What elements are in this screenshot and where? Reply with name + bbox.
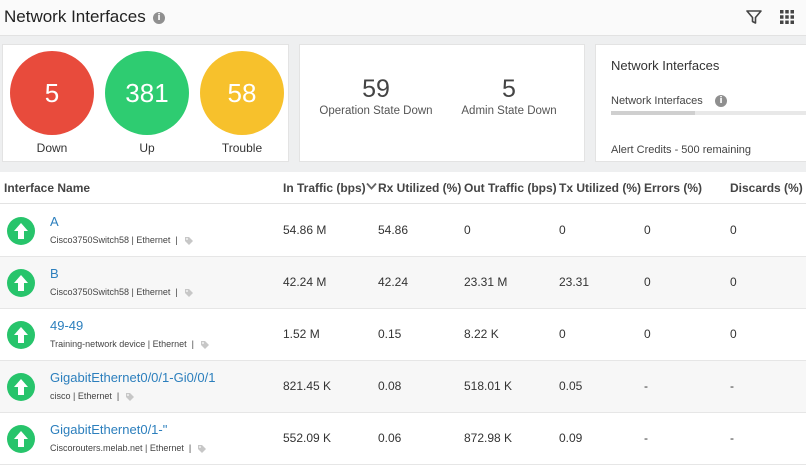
interface-meta: Training-network device | Ethernet | [50,339,210,350]
interface-name-link[interactable]: 49-49 [50,318,84,333]
tx-utilized-cell: 0 [559,223,566,237]
errors-cell: 0 [644,275,651,289]
tag-icon[interactable] [184,288,194,298]
out-traffic-cell: 23.31 M [464,275,508,289]
out-traffic-cell: 8.22 K [464,327,499,341]
tx-utilized-cell: 0 [559,327,566,341]
in-traffic-cell: 821.45 K [283,379,332,393]
column-discards[interactable]: Discards (%) [730,181,803,195]
table-header: Interface Name In Traffic (bps) Rx Utili… [0,172,806,204]
credits-subtitle: Network Interfaces [611,95,703,107]
column-tx-utilized[interactable]: Tx Utilized (%) [559,181,642,195]
discards-cell: 0 [730,275,737,289]
device-name: Cisco3750Switch58 [50,235,130,245]
operation-state-down-count[interactable]: 59 [362,75,390,103]
discards-cell: 0 [730,327,737,341]
status-down-label: Down [36,141,68,155]
errors-cell: 0 [644,223,651,237]
interface-type: Ethernet [77,391,112,401]
in-traffic-cell: 552.09 K [283,431,332,445]
in-traffic-cell: 1.52 M [283,327,320,341]
grid-icon[interactable] [779,9,795,25]
credits-usage-bar [611,111,806,115]
errors-cell: - [644,431,648,445]
table-row[interactable]: A Cisco3750Switch58 | Ethernet | 54.86 M… [0,205,806,257]
status-up-label: Up [139,141,155,155]
interface-meta: Cisco3750Switch58 | Ethernet | [50,235,194,246]
status-trouble-circle[interactable]: 58 [200,51,284,135]
interface-meta: Ciscorouters.melab.net | Ethernet | [50,443,207,454]
arrow-up-icon [7,269,35,297]
tx-utilized-cell: 23.31 [559,275,590,289]
interface-type: Ethernet [152,339,187,349]
credits-title: Network Interfaces [611,58,720,73]
tx-utilized-cell: 0.05 [559,379,583,393]
table-row[interactable]: B Cisco3750Switch58 | Ethernet | 42.24 M… [0,257,806,309]
rx-utilized-cell: 54.86 [378,223,409,237]
column-in-traffic[interactable]: In Traffic (bps) [283,181,366,195]
credits-remaining-note: Alert Credits - 500 remaining [611,144,752,156]
rx-utilized-cell: 0.15 [378,327,402,341]
in-traffic-cell: 54.86 M [283,223,327,237]
arrow-up-icon [7,321,35,349]
arrow-up-icon [7,425,35,453]
sort-desc-icon[interactable] [366,182,377,190]
interface-name-link[interactable]: B [50,266,59,281]
in-traffic-cell: 42.24 M [283,275,327,289]
out-traffic-cell: 0 [464,223,471,237]
status-down-circle[interactable]: 5 [10,51,94,135]
table-row[interactable]: GigabitEthernet0/1-" Ciscorouters.melab.… [0,413,806,465]
credits-usage-fill [611,111,696,115]
column-interface-name[interactable]: Interface Name [4,181,91,195]
admin-state-down-label: Admin State Down [461,105,557,117]
device-name: Training-network device [50,339,146,349]
page-header: Network Interfaces i [0,0,806,36]
interface-type: Ethernet [136,235,171,245]
column-rx-utilized[interactable]: Rx Utilized (%) [378,181,462,195]
out-traffic-cell: 518.01 K [464,379,513,393]
tag-icon[interactable] [200,340,210,350]
interfaces-table: Interface Name In Traffic (bps) Rx Utili… [0,172,806,471]
interface-meta: cisco | Ethernet | [50,391,135,402]
alert-credits-card: Network Interfaces Network Interfaces i … [595,44,806,162]
discards-cell: - [730,431,734,445]
status-trouble-label: Trouble [221,141,263,155]
interface-meta: Cisco3750Switch58 | Ethernet | [50,287,194,298]
tag-icon[interactable] [197,444,207,454]
state-summary-card: 59 Operation State Down 5 Admin State Do… [299,44,585,162]
arrow-up-icon [7,373,35,401]
errors-cell: - [644,379,648,393]
interface-type: Ethernet [149,443,184,453]
out-traffic-cell: 872.98 K [464,431,513,445]
tag-icon[interactable] [125,392,135,402]
table-row[interactable]: 49-49 Training-network device | Ethernet… [0,309,806,361]
device-name: Cisco3750Switch58 [50,287,130,297]
errors-cell: 0 [644,327,651,341]
device-name: Ciscorouters.melab.net [50,443,143,453]
interface-name-link[interactable]: GigabitEthernet0/0/1-Gi0/0/1 [50,370,216,385]
arrow-up-icon [7,217,35,245]
status-summary-card: 5 Down 381 Up 58 Trouble [2,44,289,162]
info-icon[interactable]: i [153,12,165,24]
interface-name-link[interactable]: GigabitEthernet0/1-" [50,422,168,437]
tx-utilized-cell: 0.09 [559,431,583,445]
discards-cell: 0 [730,223,737,237]
device-name: cisco [50,391,71,401]
column-out-traffic[interactable]: Out Traffic (bps) [464,181,557,195]
tag-icon[interactable] [184,236,194,246]
interface-type: Ethernet [136,287,171,297]
column-errors[interactable]: Errors (%) [644,181,703,195]
table-row[interactable]: GigabitEthernet0/0/1-Gi0/0/1 cisco | Eth… [0,361,806,413]
interface-name-link[interactable]: A [50,214,59,229]
status-up-circle[interactable]: 381 [105,51,189,135]
rx-utilized-cell: 0.08 [378,379,402,393]
rx-utilized-cell: 0.06 [378,431,402,445]
rx-utilized-cell: 42.24 [378,275,409,289]
filter-icon[interactable] [746,9,762,25]
operation-state-down-label: Operation State Down [319,105,433,117]
page-title: Network Interfaces [4,7,146,26]
discards-cell: - [730,379,734,393]
info-icon[interactable]: i [715,95,727,107]
admin-state-down-count[interactable]: 5 [502,75,516,103]
